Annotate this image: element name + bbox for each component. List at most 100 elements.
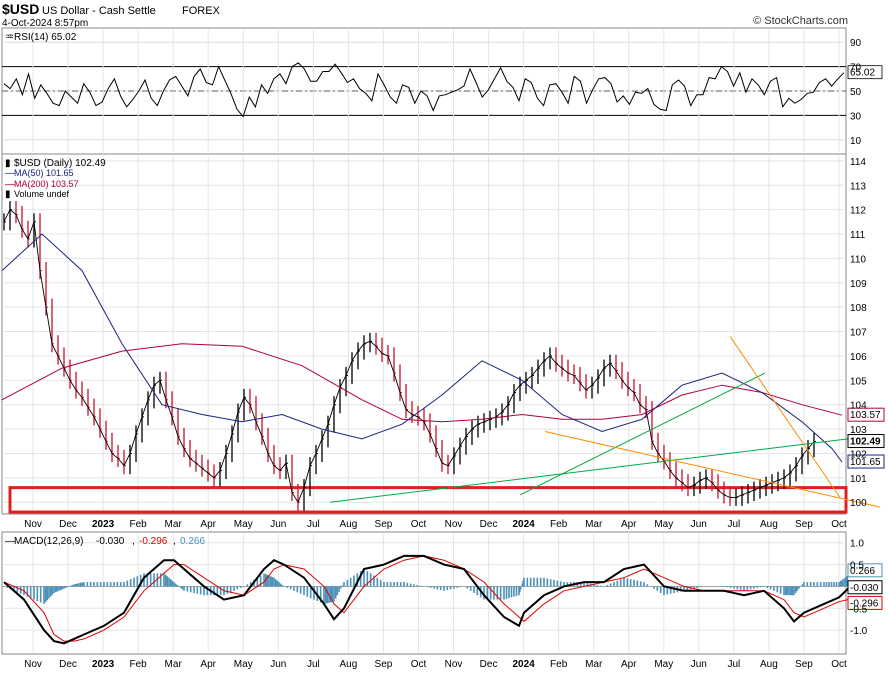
price-tick-label: 112 (850, 206, 866, 217)
macd-legend-prefix: MACD(12,26,9) (14, 536, 83, 547)
price-tick-label: 103 (850, 425, 867, 436)
price-tick-label: 100 (850, 498, 867, 509)
ma200-value-badge (847, 407, 885, 422)
macd-legend-hist: 0.266 (180, 536, 205, 547)
price-panel (1, 153, 847, 515)
macd-value-badge (847, 595, 883, 610)
chart-symbol: $USD (2, 1, 39, 17)
macd-panel (1, 531, 847, 655)
rsi-legend: ♒ RSI(14) 65.02 (5, 32, 77, 43)
trendline-orange-resistance (729, 336, 841, 498)
rsi-value-badge (847, 65, 883, 80)
x-month-label: Mar (585, 519, 603, 530)
x-month-label: May (654, 519, 673, 530)
x-month-label: May (234, 519, 253, 530)
ma50-line (1, 233, 843, 463)
macd-legend-sep1: , (132, 536, 135, 547)
macd-tick-label: -0.5 (850, 604, 868, 615)
rsi-value-label: 65.02 (850, 68, 875, 79)
x-month-label: Jun (270, 659, 286, 670)
last-price-value-label: 102.49 (850, 437, 881, 448)
x-month-label: 2024 (512, 659, 535, 670)
x-month-label: Feb (550, 519, 568, 530)
price-tick-label: 109 (850, 279, 867, 290)
x-month-label: Jul (727, 659, 740, 670)
x-month-label: Aug (760, 659, 778, 670)
x-month-label: Dec (480, 659, 498, 670)
price-tick-label: 113 (850, 181, 866, 192)
x-month-label: Apr (200, 659, 216, 670)
rsi-tick-label: 50 (850, 87, 862, 98)
chart-name: US Dollar - Cash Settle (42, 5, 156, 17)
stockcharts-brand[interactable]: © StockCharts.com (753, 15, 848, 27)
macd-value-badge (847, 563, 883, 578)
price-tick-label: 101 (850, 474, 867, 485)
x-month-label: Oct (411, 519, 427, 530)
ma200-line (1, 343, 843, 423)
macd-value-label: 0.266 (850, 566, 875, 577)
macd-value-label: -0.030 (850, 583, 879, 594)
x-month-label: Sep (375, 519, 393, 530)
x-month-label: Jun (691, 519, 707, 530)
macd-legend-macd: -0.030 (96, 536, 125, 547)
chart-exchange: FOREX (182, 5, 221, 17)
trendline-green-support (329, 438, 849, 503)
x-month-label: Oct (831, 659, 847, 670)
x-month-label: Nov (24, 519, 42, 530)
x-month-label: Jul (307, 519, 320, 530)
price-tick-label: 108 (850, 303, 867, 314)
volume-legend-text: Volume undef (14, 189, 70, 199)
x-month-label: Apr (621, 519, 637, 530)
macd-legend-sep2: , (173, 536, 176, 547)
ma50-legend-text: MA(50) 101.65 (14, 168, 74, 178)
rsi-legend-text: RSI(14) 65.02 (14, 32, 77, 43)
macd-tick-label: -1.0 (850, 626, 868, 637)
price-tick-label: 111 (850, 230, 866, 241)
x-month-label: 2023 (92, 659, 115, 670)
rsi-legend-icon: ♒ (5, 32, 14, 43)
x-month-label: Nov (24, 659, 42, 670)
x-month-label: May (654, 659, 673, 670)
rsi-line (3, 62, 845, 118)
ma50-legend-icon: — (5, 168, 15, 179)
rsi-tick-label: 70 (850, 63, 862, 74)
x-month-label: Jul (727, 519, 740, 530)
support-zone-box (8, 486, 848, 514)
x-month-label: Nov (445, 519, 463, 530)
x-month-label: Mar (165, 519, 183, 530)
price-tick-label: 110 (850, 254, 866, 265)
x-month-label: Feb (130, 519, 148, 530)
macd-signal-line (3, 555, 850, 642)
x-month-label: Feb (130, 659, 148, 670)
rsi-tick-label: 10 (850, 136, 862, 147)
rsi-tick-label: 30 (850, 111, 862, 122)
x-month-label: Aug (339, 659, 357, 670)
x-month-label: Aug (760, 519, 778, 530)
x-month-label: Mar (165, 659, 183, 670)
x-month-label: Nov (445, 659, 463, 670)
price-legend-text: $USD (Daily) 102.49 (14, 158, 106, 169)
macd-legend-signal: -0.296 (139, 536, 168, 547)
macd-legend: — MACD(12,26,9) -0.030 , -0.296 , 0.266 (5, 536, 205, 547)
x-month-label: Feb (550, 659, 568, 670)
x-month-label: Dec (59, 519, 77, 530)
price-line (3, 208, 815, 504)
x-month-label: Apr (200, 519, 216, 530)
chart-date: 4-Oct-2024 8:57pm (2, 18, 88, 29)
x-month-label: Mar (585, 659, 603, 670)
last-price-value-badge (847, 434, 885, 449)
ma50-value-badge (847, 454, 885, 469)
x-month-label: May (234, 659, 253, 670)
price-tick-label: 107 (850, 328, 867, 339)
macd-tick-label: 1.0 (850, 539, 864, 550)
rsi-tick-label: 90 (850, 38, 862, 49)
x-month-label: 2023 (92, 519, 115, 530)
macd-line (3, 554, 850, 645)
macd-value-label: -0.296 (850, 598, 879, 609)
price-tick-label: 105 (850, 376, 867, 387)
price-tick-label: 104 (850, 401, 867, 412)
price-tick-label: 102 (850, 449, 867, 460)
trendline-orange-channel (544, 431, 881, 508)
x-month-label: Dec (480, 519, 498, 530)
